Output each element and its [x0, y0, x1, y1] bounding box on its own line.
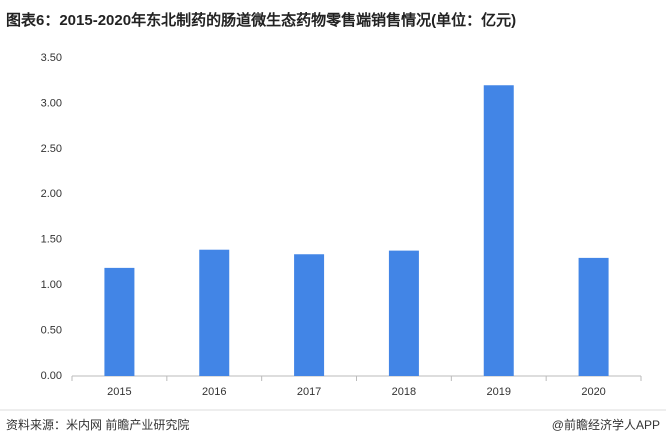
x-tick-label: 2016 [202, 386, 226, 398]
x-tick-label: 2019 [487, 386, 511, 398]
bar [104, 267, 135, 376]
source: 资料来源：米内网 前瞻产业研究院 [6, 417, 189, 432]
x-tick-label: 2020 [581, 386, 605, 398]
bar [483, 85, 514, 376]
bar [578, 257, 609, 376]
y-tick-label: 0.50 [41, 324, 62, 336]
y-tick-label: 1.50 [41, 234, 62, 246]
y-tick-label: 3.50 [41, 52, 62, 64]
x-tick-label: 2017 [297, 386, 321, 398]
y-tick-label: 1.00 [41, 279, 62, 291]
y-tick-label: 0.00 [41, 370, 62, 382]
x-tick-label: 2015 [107, 386, 131, 398]
y-tick-label: 2.00 [41, 188, 62, 200]
chart-title: 图表6：2015-2020年东北制药的肠道微生态药物零售端销售情况(单位：亿元) [6, 11, 516, 29]
bar [388, 250, 419, 376]
credit: @前瞻经济学人APP [552, 417, 660, 432]
bar [294, 254, 325, 376]
x-tick-label: 2018 [392, 386, 416, 398]
y-tick-label: 3.00 [41, 97, 62, 109]
y-tick-label: 2.50 [41, 143, 62, 155]
bar [199, 249, 230, 376]
